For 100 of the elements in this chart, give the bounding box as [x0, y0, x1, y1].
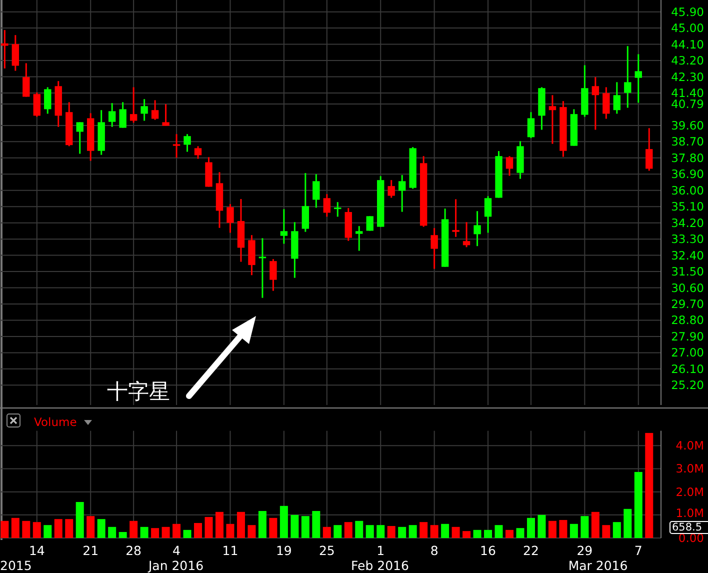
bar: [344, 522, 352, 538]
y-tick-label: 27.00: [671, 346, 704, 360]
bar: [22, 520, 30, 538]
bar: [194, 522, 202, 538]
bar: [312, 510, 320, 538]
bar: [452, 526, 460, 538]
bar: [387, 526, 396, 538]
bar: [204, 516, 213, 538]
x-tick-label: 29: [576, 543, 593, 558]
bar: [301, 516, 310, 538]
bar: [473, 530, 482, 538]
bar: [355, 520, 364, 538]
bar: [11, 518, 20, 538]
y-tick-label: 34.20: [671, 216, 704, 230]
bar: [516, 528, 524, 538]
bar: [162, 526, 170, 538]
bar: [526, 518, 535, 538]
text: Feb 2016: [351, 558, 409, 573]
bar: [634, 472, 642, 538]
bar: [612, 522, 621, 538]
y-tick-label: 45.90: [671, 4, 704, 19]
y-tick-label: 35.10: [671, 200, 704, 214]
bar: [376, 525, 385, 538]
bar: [65, 519, 74, 538]
y-tick-label: 32.40: [671, 248, 704, 262]
text: 2015: [0, 558, 32, 573]
bar: [570, 524, 578, 538]
bar: [591, 512, 600, 538]
bar: [559, 520, 568, 538]
y-tick-label: 30.60: [671, 280, 704, 295]
bar: [108, 526, 116, 538]
bar: [580, 516, 589, 538]
bar: [140, 526, 148, 538]
bar: [44, 525, 52, 538]
y-tick-label: 27.90: [671, 329, 704, 344]
y-tick-label: 44.10: [671, 37, 704, 52]
y-tick-label: 45.00: [671, 21, 704, 36]
y-tick-label: 25.20: [671, 378, 704, 392]
bar: [151, 528, 160, 538]
x-tick-label: 21: [82, 543, 99, 558]
bar: [548, 520, 556, 538]
y-tick-label: 4.0M: [676, 438, 704, 453]
y-tick-label: 29.70: [671, 297, 704, 311]
bar: [505, 530, 514, 538]
x-tick-label: 14: [28, 543, 45, 558]
bar: [398, 526, 406, 538]
bar: [624, 508, 632, 538]
bar: [248, 525, 256, 538]
y-tick-label: 2.0M: [676, 484, 704, 499]
y-tick-label: 28.80: [671, 313, 704, 328]
bar: [97, 519, 106, 538]
bar: [494, 525, 503, 538]
x-tick-label: 28: [126, 543, 142, 558]
bar: [484, 530, 492, 538]
bar: [76, 502, 84, 538]
x-tick-label: 7: [634, 543, 642, 558]
bar: [280, 506, 288, 538]
bar: [183, 530, 192, 538]
bar: [118, 532, 127, 538]
bar: [430, 525, 438, 538]
bar: [215, 512, 224, 538]
bar: [172, 524, 181, 538]
x-tick-label: 25: [318, 543, 335, 558]
bar: [645, 432, 654, 538]
annotation: 十字星: [107, 380, 170, 404]
bar: [420, 522, 428, 538]
bar: [0, 520, 9, 538]
text: Jan 2016: [147, 558, 204, 573]
bar: [258, 510, 266, 538]
bar: [86, 516, 95, 538]
y-tick-label: 36.00: [671, 183, 704, 198]
x-tick-label: 8: [430, 543, 438, 558]
bar: [130, 520, 138, 538]
text: 658.5: [672, 522, 702, 534]
x-tick-label: 19: [276, 543, 292, 558]
y-tick-label: 31.50: [671, 264, 704, 279]
y-tick-label: 0.00: [678, 531, 704, 545]
bar: [602, 525, 610, 538]
bar: [462, 531, 471, 538]
bar: [226, 524, 234, 538]
x-tick-label: 4: [172, 543, 181, 558]
y-tick-label: 37.80: [671, 150, 704, 165]
bar: [366, 525, 374, 538]
y-tick-label: 42.30: [671, 70, 704, 84]
x-tick-label: 16: [480, 543, 496, 558]
x-tick-label: 22: [523, 543, 539, 558]
y-tick-label: 43.20: [671, 54, 704, 68]
y-tick-label: 36.90: [671, 167, 704, 182]
bar: [236, 512, 245, 538]
y-tick-label: 1.0M: [676, 506, 704, 520]
x-tick-label: 1: [376, 543, 385, 558]
bar: [290, 514, 299, 538]
bar: [441, 524, 450, 538]
text: Mar 2016: [568, 558, 628, 573]
bar: [408, 525, 417, 538]
y-tick-label: 38.70: [671, 134, 704, 149]
bar: [334, 525, 342, 538]
bar: [54, 519, 62, 538]
x-tick-label: 11: [222, 543, 238, 558]
bar: [32, 522, 41, 538]
